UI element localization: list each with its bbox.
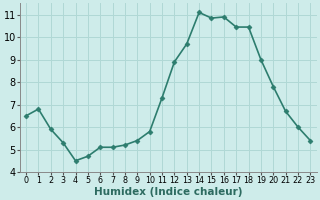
X-axis label: Humidex (Indice chaleur): Humidex (Indice chaleur) [94,187,243,197]
